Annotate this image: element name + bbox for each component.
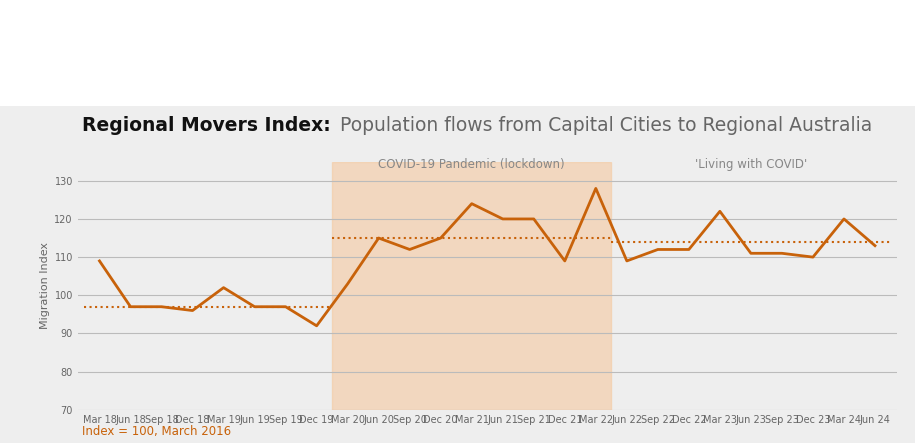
Text: Population flows from Capital Cities to Regional Australia: Population flows from Capital Cities to …: [334, 116, 872, 135]
Text: Index = 100, March 2016: Index = 100, March 2016: [82, 425, 231, 438]
Text: 'Living with COVID': 'Living with COVID': [694, 158, 807, 171]
Text: COVID-19 Pandemic (lockdown): COVID-19 Pandemic (lockdown): [379, 158, 565, 171]
Y-axis label: Migration Index: Migration Index: [40, 242, 50, 329]
Bar: [332, 162, 611, 410]
Text: Regional Movers Index:: Regional Movers Index:: [82, 116, 331, 135]
